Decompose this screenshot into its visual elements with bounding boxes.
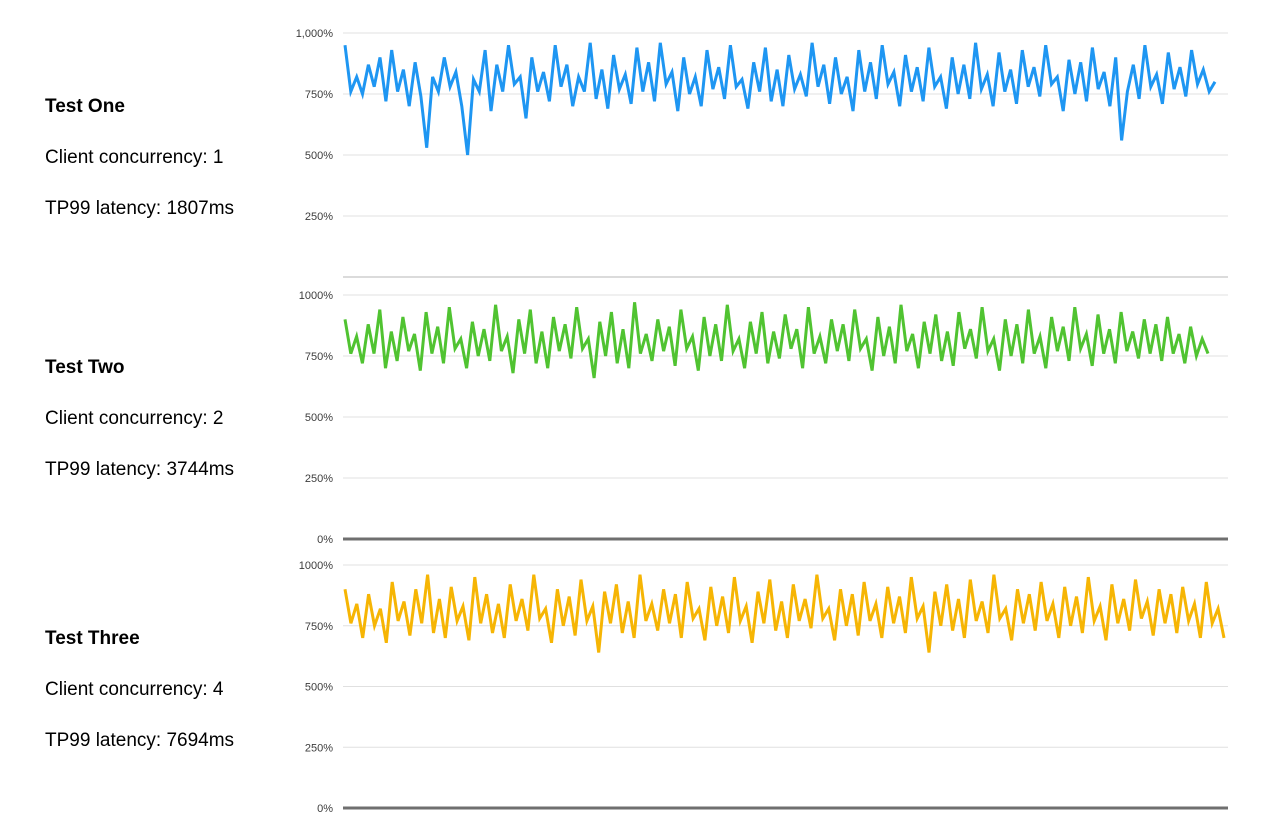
test-two-tp99-latency: TP99 latency: 3744ms — [45, 459, 235, 480]
y-axis-tick-label: 750% — [305, 621, 333, 633]
test-one-title: Test One — [45, 96, 125, 117]
y-axis-tick-label: 250% — [305, 742, 333, 754]
test-three-summary: Test Three Client concurrency: 4 TP99 la… — [45, 627, 234, 780]
test-three-title: Test Three — [45, 628, 140, 649]
y-axis-tick-label: 750% — [305, 89, 333, 101]
test-one-client-concurrency: Client concurrency: 1 — [45, 147, 224, 168]
test-two-summary: Test Two Client concurrency: 2 TP99 late… — [45, 356, 234, 509]
test-two-client-concurrency: Client concurrency: 2 — [45, 408, 224, 429]
test-three-cpu-series — [343, 574, 1226, 653]
y-axis-tick-label: 250% — [305, 473, 333, 485]
test-one-tp99-latency: TP99 latency: 1807ms — [45, 198, 235, 219]
y-axis-tick-label: 0% — [317, 803, 333, 815]
y-axis-tick-label: 500% — [305, 682, 333, 694]
test-three-tp99-latency: TP99 latency: 7694ms — [45, 730, 235, 751]
test-two-cpu-series — [343, 302, 1210, 379]
y-axis-tick-label: 500% — [305, 150, 333, 162]
y-axis-tick-label: 1000% — [299, 290, 333, 302]
y-axis-tick-label: 0% — [317, 534, 333, 546]
y-axis-tick-label: 1,000% — [296, 28, 334, 40]
test-two-title: Test Two — [45, 357, 125, 378]
test-one-summary: Test One Client concurrency: 1 TP99 late… — [45, 95, 234, 248]
y-axis-tick-label: 750% — [305, 351, 333, 363]
y-axis-tick-label: 1000% — [299, 560, 333, 572]
y-axis-tick-label: 500% — [305, 412, 333, 424]
test-three-client-concurrency: Client concurrency: 4 — [45, 679, 224, 700]
test-one-cpu-series — [343, 42, 1217, 156]
y-axis-tick-label: 250% — [305, 211, 333, 223]
